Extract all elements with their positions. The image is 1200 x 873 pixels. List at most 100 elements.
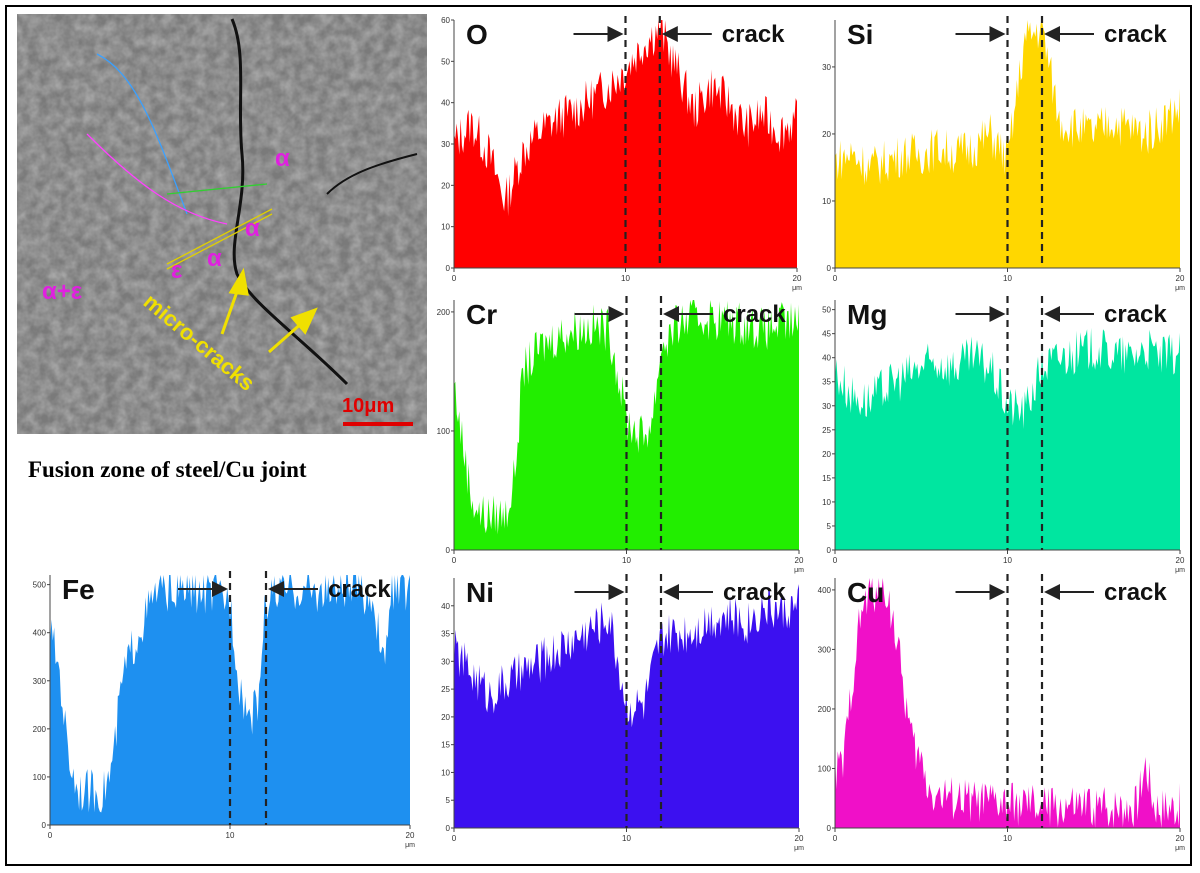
y-tick-label: 40 [441,602,450,611]
y-tick-label: 35 [441,630,450,639]
y-tick-label: 0 [827,264,832,273]
crack-arrowhead-left [608,584,625,600]
scale-bar [343,422,413,426]
element-label-Fe: Fe [62,574,95,605]
x-unit-label: μm [1175,285,1185,292]
y-tick-label: 25 [822,426,831,435]
phase-label: α [275,145,290,172]
x-tick-label: 10 [226,831,235,840]
y-tick-label: 30 [441,657,450,666]
line-scan-chart-Ni: 0 5 10 15 20 25 30 35 40 0 10 20 μm crack Ni [441,574,804,852]
crack-arrowhead-left [607,26,624,42]
x-unit-label: μm [792,285,802,292]
y-tick-label: 100 [818,764,832,773]
line-scan-chart-Si: 0 10 20 30 0 10 20 μm crack Si [822,16,1185,292]
element-label-Si: Si [847,19,873,50]
y-tick-label: 40 [822,354,831,363]
y-tick-label: 500 [33,581,47,590]
x-tick-label: 20 [795,556,804,565]
y-tick-label: 15 [441,741,450,750]
line-scan-chart-Cu: 0 100 200 300 400 0 10 20 μm crack Cu [818,574,1185,852]
y-tick-label: 20 [822,450,831,459]
crack-label: crack [1104,21,1167,48]
x-unit-label: μm [1175,567,1185,574]
y-tick-label: 20 [441,713,450,722]
x-tick-label: 0 [452,556,457,565]
y-tick-label: 5 [827,522,832,531]
x-tick-label: 20 [1176,556,1185,565]
y-tick-label: 60 [441,16,450,25]
crack-arrowhead-left [989,584,1006,600]
y-tick-label: 30 [822,402,831,411]
micro-crack-arrows [220,267,318,354]
x-unit-label: μm [794,845,804,852]
series-area-O [454,20,797,268]
x-tick-label: 0 [452,834,457,843]
crack-lines [230,18,418,386]
y-tick-label: 10 [822,197,831,206]
y-tick-label: 0 [827,546,832,555]
crack-arrowhead-right [1044,584,1060,600]
element-label-Ni: Ni [466,577,494,608]
y-tick-label: 200 [33,725,47,734]
x-tick-label: 10 [1003,274,1012,283]
y-tick-label: 25 [441,685,450,694]
y-tick-label: 0 [42,821,47,830]
element-label-Cu: Cu [847,577,884,608]
line-scan-chart-Cr: 0 100 200 0 10 20 μm crack Cr [437,296,804,574]
y-tick-label: 300 [33,677,47,686]
phase-label: ε [171,257,182,284]
crack-arrowhead-left [212,581,228,597]
y-tick-label: 20 [441,181,450,190]
y-tick-label: 5 [446,796,451,805]
crack-arrowhead-right [661,26,678,42]
y-tick-label: 10 [441,768,450,777]
crack-arrowhead-right [663,584,679,600]
crack-arrowhead-left [989,306,1006,322]
y-tick-label: 0 [446,546,451,555]
line-scan-chart-Fe: 0 100 200 300 400 500 0 10 20 μm crack Fe [33,571,415,849]
x-tick-label: 20 [1176,834,1185,843]
crack-label: crack [723,301,786,328]
x-tick-label: 10 [622,556,631,565]
y-tick-label: 50 [441,57,450,66]
y-tick-label: 100 [33,773,47,782]
sem-micrograph: α α α ε α+ε micro-cracks 10μm [17,14,427,434]
y-tick-label: 20 [822,130,831,139]
crack-label: crack [723,579,786,606]
line-scan-chart-O: 0 10 20 30 40 50 60 0 10 20 μm crack O [441,16,802,292]
crack-label: crack [1104,301,1167,328]
crack-label: crack [722,21,785,48]
x-unit-label: μm [1175,845,1185,852]
crack-arrowhead-right [1044,26,1060,42]
x-tick-label: 20 [795,834,804,843]
y-tick-label: 400 [818,586,832,595]
series-area-Cr [454,300,799,550]
crack-arrowhead-right [663,306,679,322]
phase-label: α [207,245,222,272]
y-tick-label: 45 [822,330,831,339]
element-label-O: O [466,19,488,50]
y-tick-label: 0 [446,264,451,273]
y-tick-label: 400 [33,629,47,638]
element-label-Cr: Cr [466,299,497,330]
y-tick-label: 35 [822,378,831,387]
line-scan-traces [86,53,273,270]
series-area-Fe [50,575,410,825]
series-area-Cu [835,578,1180,828]
x-unit-label: μm [794,567,804,574]
y-tick-label: 100 [437,427,451,436]
y-tick-label: 10 [822,498,831,507]
y-tick-label: 15 [822,474,831,483]
x-tick-label: 20 [406,831,415,840]
y-tick-label: 30 [441,140,450,149]
figure-caption: Fusion zone of steel/Cu joint [28,457,307,482]
x-tick-label: 10 [1003,556,1012,565]
x-tick-label: 10 [1003,834,1012,843]
phase-label: α [245,215,260,242]
x-tick-label: 10 [621,274,630,283]
y-tick-label: 40 [441,99,450,108]
y-tick-label: 0 [827,824,832,833]
x-tick-label: 0 [833,274,838,283]
y-tick-label: 0 [446,824,451,833]
